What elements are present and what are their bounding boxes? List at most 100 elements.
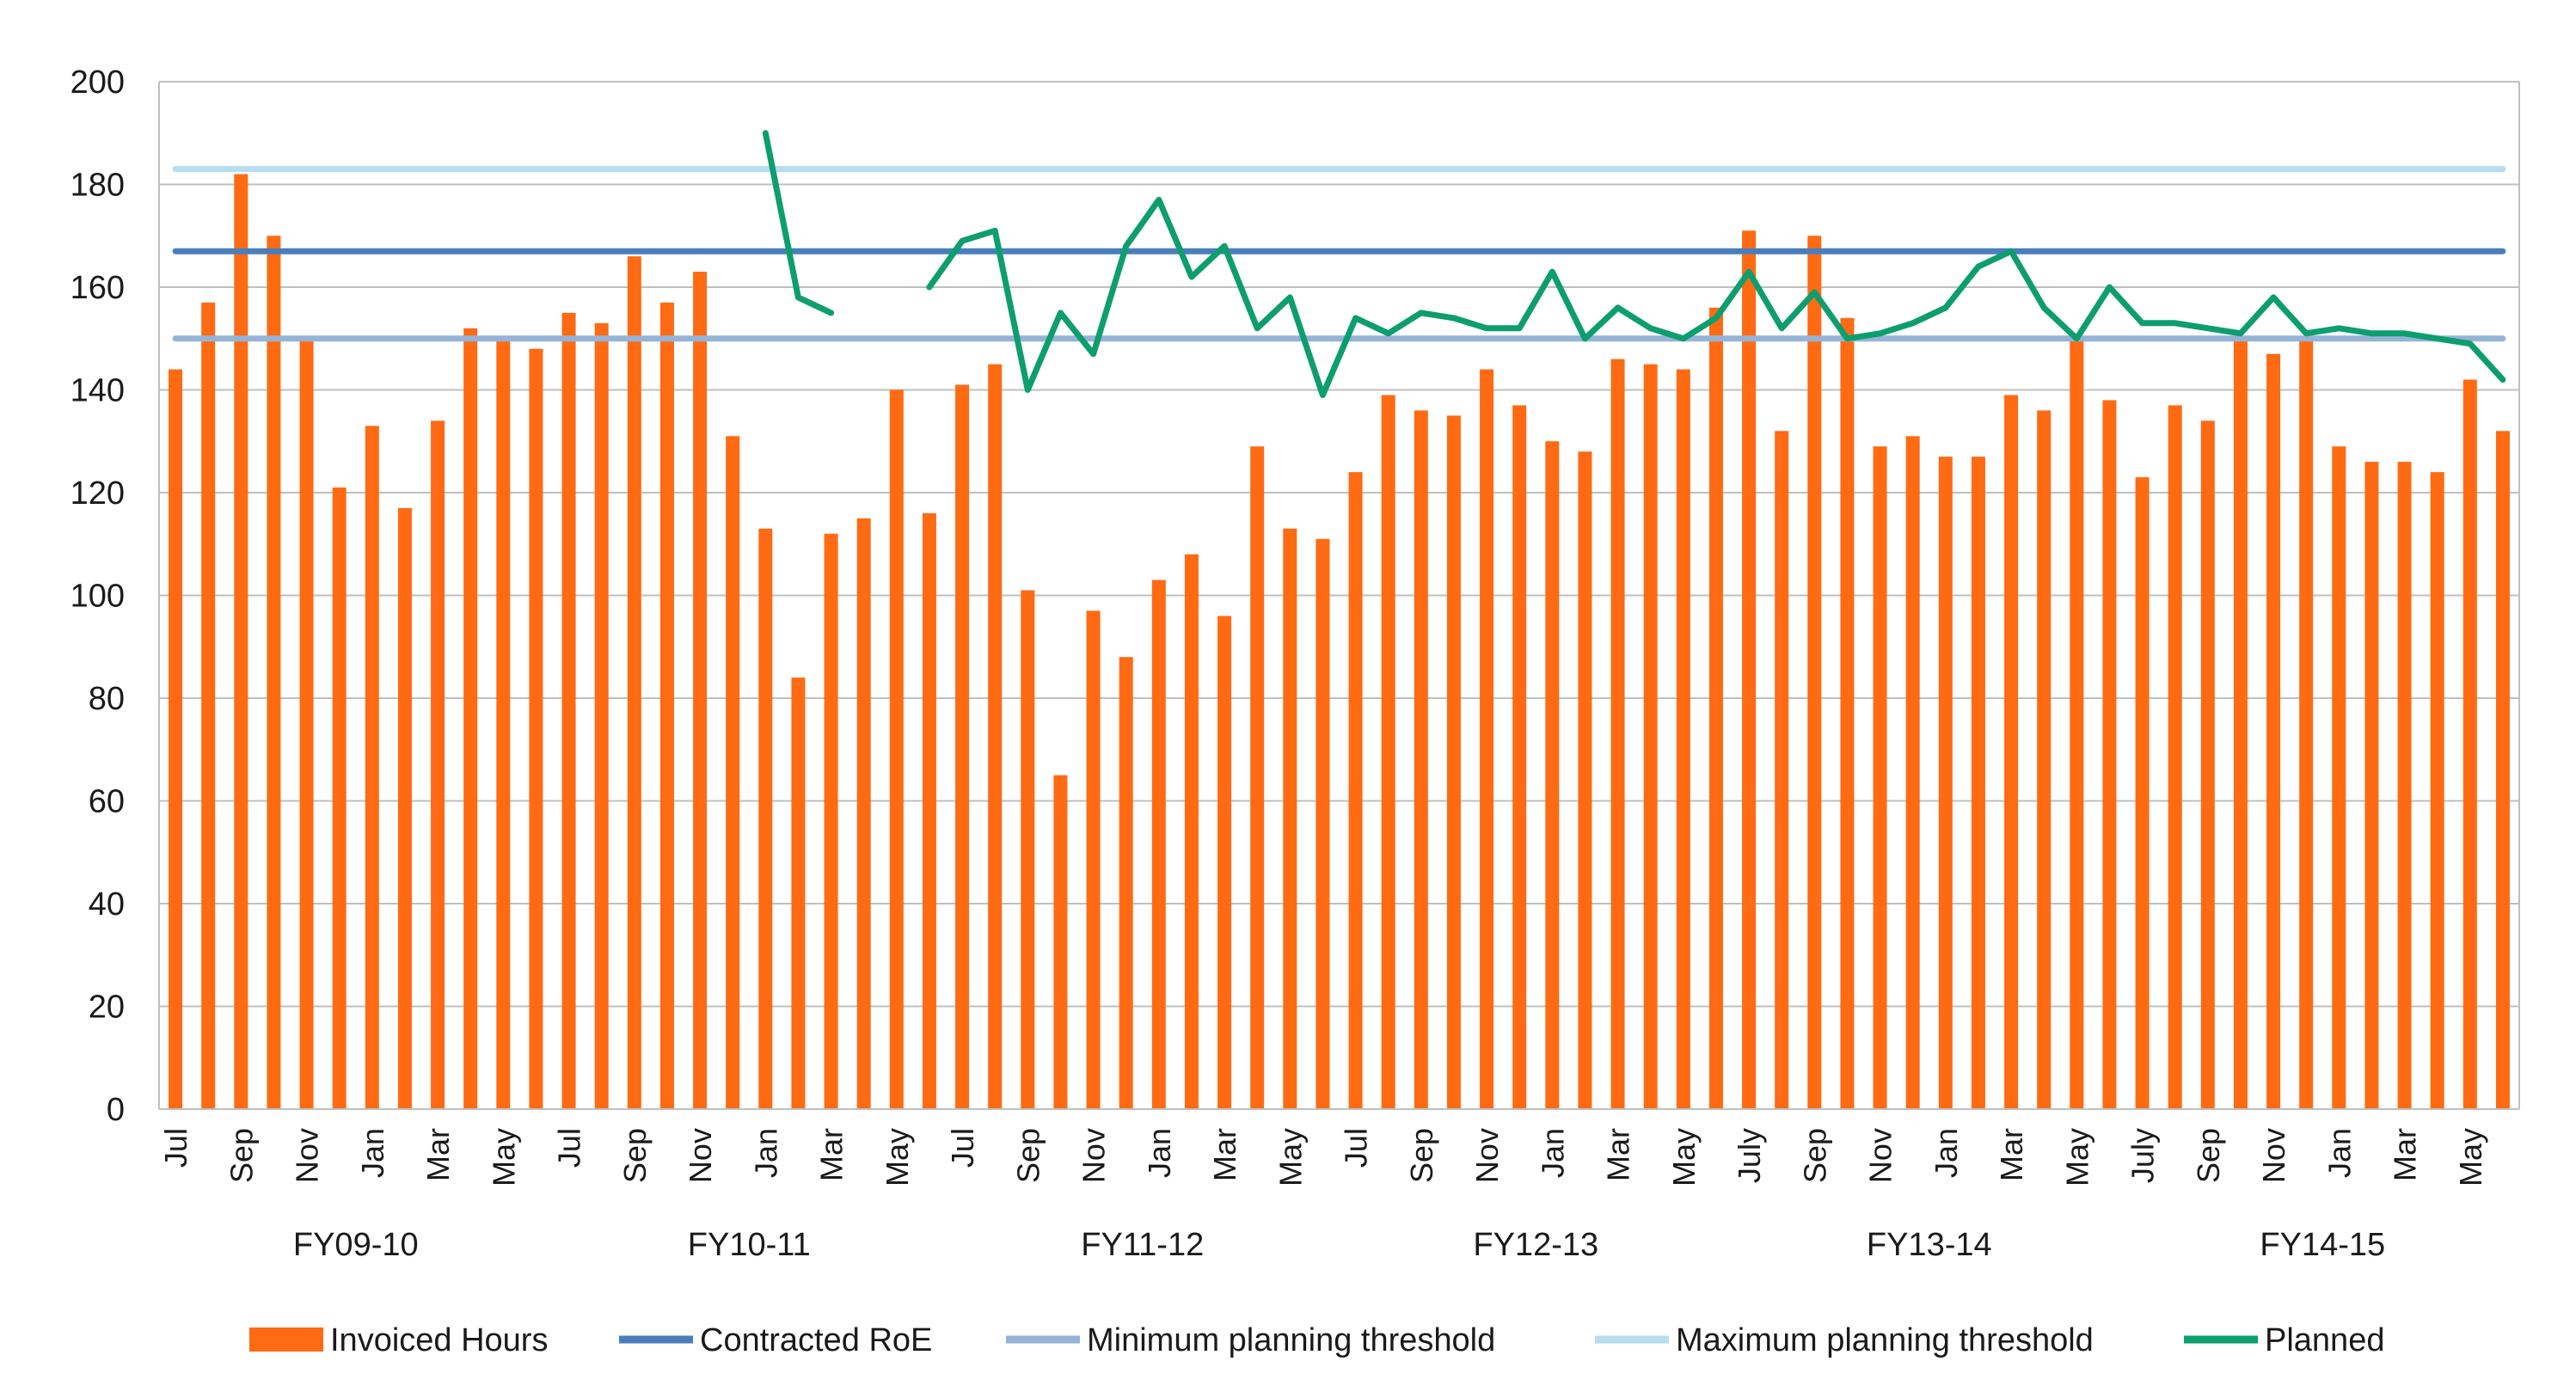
x-axis: Jul Sep Nov Jan Mar May Jul Sep Nov Jan Mar May Jul S…: [158, 1128, 2488, 1263]
legend-item: Invoiced Hours: [249, 1322, 548, 1358]
bar-invoiced-hours: [1446, 415, 1461, 1109]
y-axis: 0 20 40 60 80 100 120 140 160 180 200: [71, 64, 2520, 1128]
series-lines: [172, 130, 2506, 398]
fiscal-year-label: FY10-11: [688, 1227, 811, 1263]
bar-invoiced-hours: [1316, 538, 1330, 1109]
bar-invoiced-hours: [2495, 431, 2510, 1109]
y-tick-label: 20: [89, 990, 125, 1026]
legend-item: Contracted RoE: [619, 1322, 932, 1358]
x-month-label: Jan: [355, 1128, 390, 1178]
x-month-label: Jul: [158, 1128, 193, 1168]
x-month-label: Mar: [420, 1128, 456, 1181]
legend-label: Planned: [2265, 1322, 2384, 1358]
bar-invoiced-hours: [1643, 364, 1658, 1109]
fiscal-year-label: FY09-10: [293, 1227, 419, 1263]
x-month-label: Jan: [748, 1128, 783, 1178]
legend: Invoiced Hours Contracted RoE Minimum plan…: [249, 1322, 2384, 1358]
legend-label: Minimum planning threshold: [1087, 1322, 1495, 1358]
bar-invoiced-hours: [1545, 441, 1560, 1109]
legend-label: Maximum planning threshold: [1676, 1322, 2094, 1358]
bar-invoiced-hours: [922, 512, 936, 1109]
invoiced-hours-bars: [169, 174, 2510, 1110]
y-tick-label: 140: [71, 373, 125, 409]
x-month-label: Sep: [224, 1128, 259, 1183]
bar-invoiced-hours: [2168, 405, 2182, 1109]
x-month-label: Sep: [2191, 1128, 2226, 1183]
bar-invoiced-hours: [431, 420, 445, 1110]
line-planned: [926, 196, 2506, 398]
bar-invoiced-hours: [2233, 338, 2248, 1109]
y-tick-label: 200: [71, 64, 125, 101]
fiscal-year-label: FY13-14: [1867, 1227, 1992, 1263]
bar-invoiced-hours: [2332, 446, 2346, 1109]
bar-invoiced-hours: [1905, 436, 1920, 1109]
x-month-label: Nov: [2256, 1128, 2291, 1183]
bar-invoiced-hours: [1480, 369, 1494, 1110]
x-month-label: Mar: [1601, 1128, 1636, 1181]
bar-invoiced-hours: [2004, 395, 2019, 1110]
bar-invoiced-hours: [2299, 338, 2314, 1109]
bar-invoiced-hours: [299, 338, 314, 1109]
bar-invoiced-hours: [267, 236, 281, 1109]
bar-invoiced-hours: [659, 302, 674, 1109]
x-month-label: Jan: [1535, 1128, 1570, 1178]
bar-invoiced-hours: [1119, 657, 1133, 1109]
legend-label: Contracted RoE: [700, 1322, 932, 1358]
bar-invoiced-hours: [1283, 528, 1297, 1109]
x-month-label: May: [1273, 1128, 1308, 1186]
bar-invoiced-hours: [1742, 230, 1757, 1109]
x-month-label: Sep: [617, 1128, 653, 1183]
bar-invoiced-hours: [1807, 236, 1822, 1109]
bar-invoiced-hours: [1971, 457, 1985, 1109]
x-month-label: Jan: [2321, 1128, 2357, 1178]
gridlines: [159, 81, 2519, 1110]
bar-invoiced-hours: [889, 389, 904, 1109]
y-tick-label: 100: [71, 579, 125, 615]
y-tick-label: 60: [89, 784, 125, 820]
bar-invoiced-hours: [1512, 405, 1527, 1109]
x-month-label: Jan: [1929, 1128, 1964, 1178]
bar-invoiced-hours: [234, 174, 248, 1109]
bar-invoiced-hours: [955, 384, 970, 1109]
bar-invoiced-hours: [2266, 353, 2281, 1109]
bar-invoiced-hours: [1151, 579, 1166, 1109]
bar-invoiced-hours: [1676, 369, 1690, 1110]
x-month-label: May: [880, 1128, 915, 1186]
x-month-label: Nov: [683, 1128, 718, 1183]
bar-invoiced-hours: [1840, 317, 1855, 1110]
bar-invoiced-hours: [2135, 477, 2150, 1109]
bar-invoiced-hours: [2463, 379, 2477, 1109]
x-month-label: Nov: [290, 1128, 325, 1183]
bar-invoiced-hours: [1053, 775, 1068, 1109]
x-month-label: Mar: [814, 1128, 849, 1181]
bar-invoiced-hours: [463, 328, 478, 1109]
bar-invoiced-hours: [627, 256, 641, 1109]
y-tick-label: 180: [71, 168, 125, 204]
legend-label: Invoiced Hours: [330, 1322, 548, 1358]
bar-invoiced-hours: [693, 272, 708, 1109]
x-month-label: Jan: [1142, 1128, 1177, 1178]
y-tick-label: 80: [89, 681, 125, 717]
x-month-label: Mar: [1207, 1128, 1242, 1181]
bar-invoiced-hours: [1021, 590, 1035, 1109]
x-month-label: May: [2059, 1128, 2095, 1186]
bar-invoiced-hours: [1381, 395, 1395, 1110]
bar-invoiced-hours: [1708, 307, 1723, 1109]
fiscal-year-label: FY14-15: [2260, 1227, 2385, 1263]
bar-invoiced-hours: [1217, 616, 1232, 1109]
legend-swatch-bar: [249, 1327, 323, 1352]
bar-invoiced-hours: [824, 533, 838, 1109]
line-planned: [762, 130, 835, 316]
bar-invoiced-hours: [2200, 420, 2215, 1110]
bar-invoiced-hours: [594, 322, 609, 1109]
bar-invoiced-hours: [529, 348, 543, 1109]
x-month-label: Jul: [1339, 1128, 1374, 1168]
x-month-label: Nov: [1469, 1128, 1505, 1183]
bar-invoiced-hours: [1775, 431, 1789, 1109]
x-month-label: Sep: [1797, 1128, 1832, 1183]
x-month-label: Jul: [552, 1128, 587, 1168]
x-month-label: May: [1666, 1128, 1702, 1186]
bar-invoiced-hours: [2037, 410, 2052, 1109]
bar-invoiced-hours: [1086, 610, 1101, 1109]
x-month-label: Mar: [2388, 1128, 2423, 1181]
